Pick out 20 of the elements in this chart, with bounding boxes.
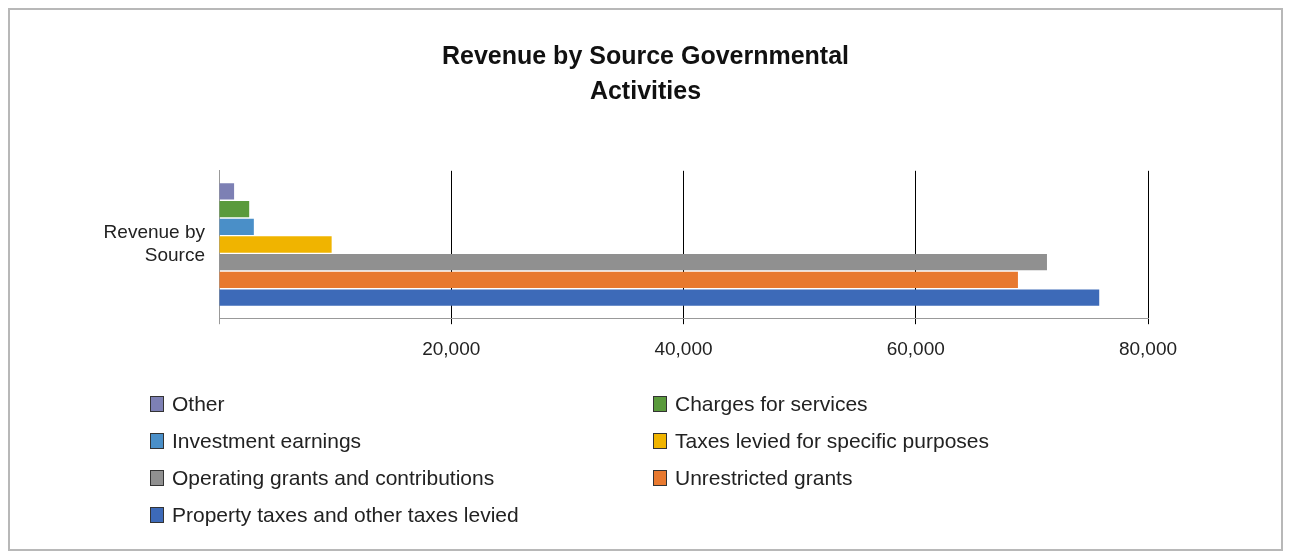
chart-title: Revenue by Source Governmental Activities — [440, 40, 851, 106]
bar — [219, 218, 254, 235]
x-tick-label: 20,000 — [422, 337, 481, 359]
bar — [219, 289, 1100, 306]
x-tick-label: 80,000 — [1118, 337, 1178, 359]
x-tick-label: 60,000 — [886, 337, 945, 359]
legend-label: Operating grants and contributions — [172, 465, 495, 490]
legend-label: Charges for services — [675, 391, 868, 416]
legend-label: Property taxes and other taxes levied — [172, 502, 519, 527]
x-tick-label: 40,000 — [654, 337, 713, 359]
y-tick-label: Revenue by Source — [103, 221, 206, 266]
legend-label: Unrestricted grants — [675, 465, 853, 490]
legend-label: Other — [172, 391, 225, 416]
legend-label: Investment earnings — [172, 428, 362, 453]
bar — [219, 236, 332, 253]
bar — [219, 254, 1047, 271]
bar — [219, 271, 1018, 289]
bar — [219, 183, 235, 200]
legend-label: Taxes levied for specific purposes — [675, 428, 989, 453]
bar — [219, 200, 250, 218]
